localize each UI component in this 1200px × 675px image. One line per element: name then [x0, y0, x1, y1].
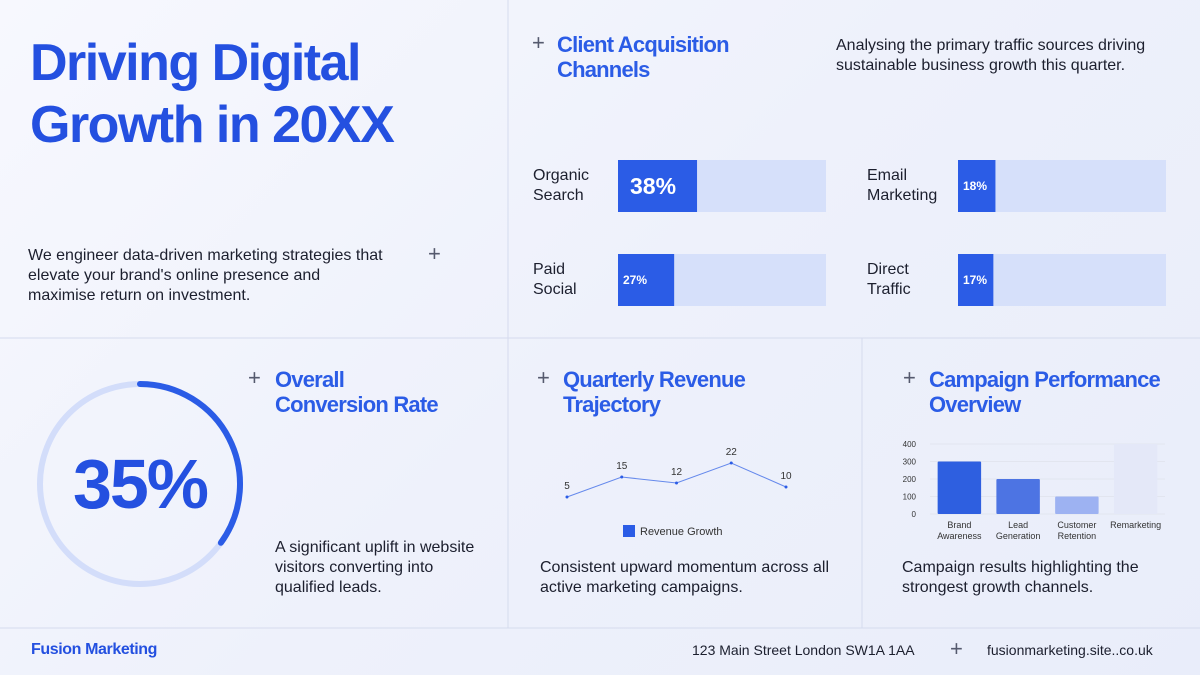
address: 123 Main Street London SW1A 1AA: [692, 642, 915, 658]
caption: A significant uplift in website visitors…: [275, 539, 475, 596]
y-tick-label: 200: [903, 475, 917, 484]
y-tick-label: 300: [903, 458, 917, 467]
legend-swatch: [623, 525, 635, 537]
plus-icon: +: [903, 365, 916, 390]
section-title: Quarterly Revenue Trajectory: [563, 367, 746, 417]
value-label: 18%: [963, 179, 987, 193]
plus-icon: +: [537, 365, 550, 390]
plus-icon: +: [428, 241, 441, 266]
data-label: 12: [671, 467, 683, 478]
ring-value: 35%: [73, 445, 208, 523]
point: [565, 495, 569, 499]
ring-arc: [137, 381, 243, 546]
data-label: 5: [564, 481, 570, 492]
value-label: 27%: [623, 273, 647, 287]
brand: Fusion Marketing: [31, 641, 158, 658]
plus-icon: +: [950, 636, 963, 661]
website: fusionmarketing.site..co.uk: [987, 642, 1153, 658]
section-description: Analysing the primary traffic sources dr…: [836, 37, 1146, 74]
bar: [1113, 444, 1158, 514]
y-tick-label: 100: [903, 493, 917, 502]
bar: [618, 254, 675, 306]
point: [729, 461, 733, 465]
point: [784, 485, 788, 489]
data-label: 15: [616, 461, 628, 472]
channel-label: Direct Traffic: [867, 261, 911, 298]
data-label: 22: [726, 447, 738, 458]
intro-text: We engineer data-driven marketing strate…: [28, 247, 383, 304]
x-tick-label: Lead Generation: [995, 520, 1041, 541]
plus-icon: +: [532, 30, 545, 55]
value-label: 38%: [630, 173, 676, 199]
bar: [618, 160, 698, 212]
y-tick-label: 0: [912, 510, 917, 519]
x-tick-label: Customer Retention: [1057, 520, 1097, 541]
section-title: Campaign Performance Overview: [929, 367, 1161, 417]
y-tick-label: 400: [903, 440, 917, 449]
channel-label: Email Marketing: [867, 167, 938, 204]
caption: Campaign results highlighting the strong…: [902, 559, 1139, 596]
point: [620, 475, 624, 479]
data-label: 10: [780, 471, 792, 482]
value-label: 17%: [963, 273, 987, 287]
bar: [958, 160, 996, 212]
bar: [996, 479, 1040, 514]
page-title: Driving Digital Growth in 20XX: [30, 34, 395, 154]
x-tick-label: Brand Awareness: [937, 520, 982, 541]
section-title: Client Acquisition Channels: [557, 32, 730, 82]
channel-label: Paid Social: [533, 261, 577, 298]
legend-label: Revenue Growth: [640, 526, 723, 538]
caption: Consistent upward momentum across all ac…: [540, 559, 830, 596]
bar: [937, 461, 982, 514]
channel-label: Organic Search: [533, 167, 590, 204]
plus-icon: +: [248, 365, 261, 390]
x-tick-label: Remarketing: [1110, 520, 1162, 530]
point: [675, 481, 678, 485]
bar: [958, 254, 994, 306]
bar: [1055, 496, 1099, 514]
section-title: Overall Conversion Rate: [275, 367, 439, 417]
